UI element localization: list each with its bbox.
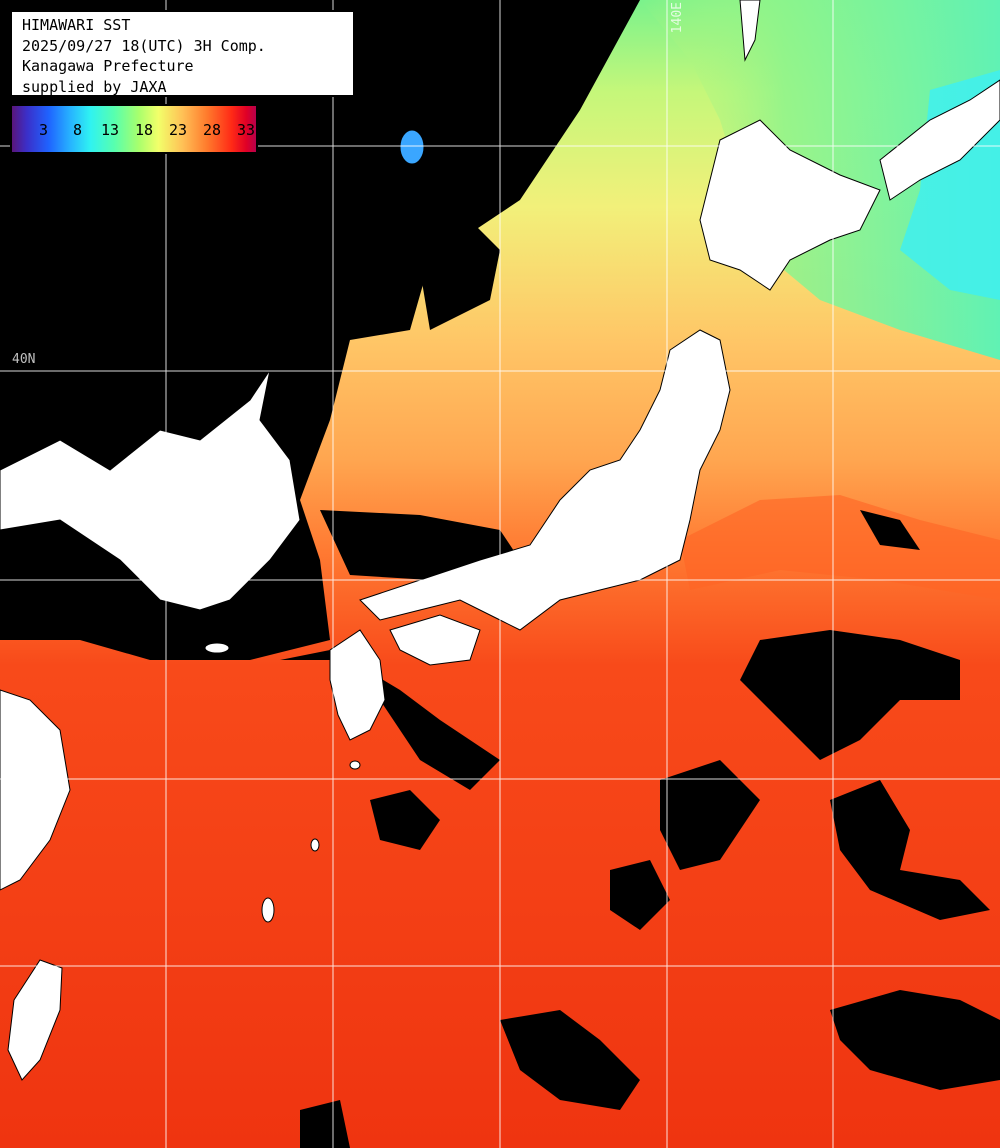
lat-label-30n: 30N <box>12 760 36 775</box>
title-line-3: Kanagawa Prefecture <box>22 57 194 75</box>
colorbar-tick: 8 <box>73 121 83 139</box>
colorbar-tick: 28 <box>203 121 222 139</box>
lat-label-40n: 40N <box>12 352 36 367</box>
colorbar-tick: 33 <box>237 121 256 139</box>
colorbar-legend: 3 8 13 18 23 28 33 <box>10 104 258 154</box>
colorbar-tick: 23 <box>169 121 188 139</box>
colorbar-tick: 13 <box>101 121 120 139</box>
title-line-2: 2025/09/27 18(UTC) 3H Comp. <box>22 36 266 55</box>
colorbar-tick: 18 <box>135 121 154 139</box>
land-mass <box>0 0 1000 1081</box>
cool-spot <box>399 129 425 165</box>
title-line-1: HIMAWARI SST <box>22 16 131 34</box>
title-line-4: supplied by JAXA <box>22 77 167 96</box>
lon-label-140e: 140E <box>670 2 685 34</box>
colorbar-tick: 3 <box>39 121 49 139</box>
warm-band-kuroshio <box>680 495 1000 600</box>
title-box: HIMAWARI SST 2025/09/27 18(UTC) 3H Comp.… <box>10 10 355 97</box>
